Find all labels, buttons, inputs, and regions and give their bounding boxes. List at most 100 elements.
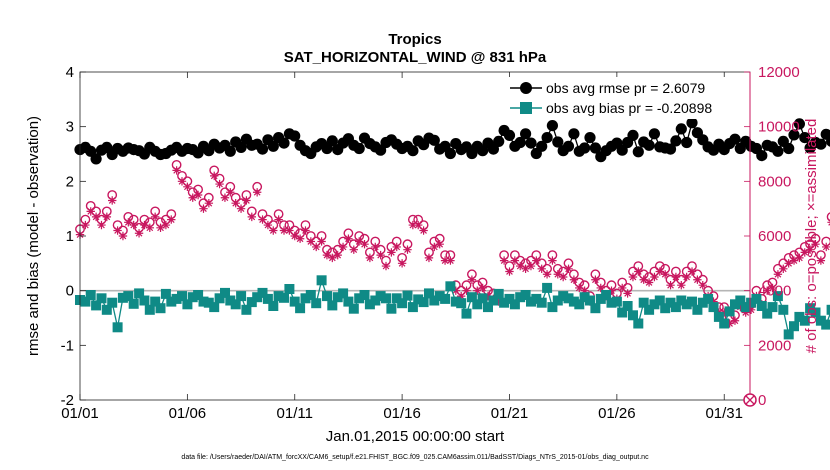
obs-assimilated-point (596, 283, 605, 293)
bias-point (279, 292, 289, 303)
bias-point (735, 295, 746, 306)
bias-point (477, 293, 488, 304)
rmse-point (256, 143, 269, 155)
rmse-point (326, 135, 338, 147)
bias-point (826, 304, 830, 315)
bias-point (91, 300, 102, 311)
obs-assimilated-point (655, 267, 665, 276)
obs-assimilated-point (677, 281, 686, 290)
rmse-point (815, 138, 827, 150)
bias-point (316, 275, 327, 286)
rmse-point (353, 142, 365, 155)
bias-point (166, 296, 177, 307)
bias-point (407, 302, 418, 313)
bias-point (461, 308, 472, 319)
obs-assimilated-point (81, 220, 90, 230)
obs-assimilated-point (446, 256, 455, 265)
obs-assimilated-point (822, 242, 830, 252)
bias-point (327, 300, 338, 311)
bias-point (134, 288, 145, 299)
rmse-point (562, 140, 575, 152)
obs-assimilated-point (569, 275, 579, 284)
bias-point (681, 299, 692, 310)
bias-point (595, 293, 606, 304)
bias-point (295, 303, 306, 314)
obs-assimilated-point (150, 212, 160, 222)
obs-assimilated-point (510, 256, 520, 265)
obs-assimilated-point (381, 261, 391, 271)
obs-assimilated-point (414, 220, 423, 230)
bias-point (611, 296, 622, 307)
obs-assimilated-point (532, 256, 541, 265)
bias-point (606, 297, 617, 308)
bias-point (542, 282, 553, 293)
obs-assimilated-point (263, 220, 273, 230)
y-left-tick-label: -1 (61, 337, 74, 354)
bias-point (429, 295, 440, 306)
obs-assimilated-point (392, 242, 401, 252)
plot-frame (79, 71, 751, 401)
bias-point (230, 299, 241, 310)
bias-point (418, 297, 429, 308)
rmse-point (235, 141, 247, 153)
obs-assimilated-point (478, 283, 487, 293)
y-left-tick-label: 1 (66, 228, 74, 245)
rmse-point (648, 128, 661, 140)
bias-point (359, 290, 370, 300)
obs-assimilated-point (354, 237, 364, 246)
obs-assimilated-point (317, 237, 326, 246)
chart-subtitle: SAT_HORIZONTAL_WIND @ 831 hPa (284, 49, 547, 66)
bias-point (815, 315, 826, 326)
bias-point (488, 295, 499, 306)
y-left-tick-label: 0 (66, 283, 74, 300)
rmse-point (428, 134, 440, 146)
bias-point (622, 301, 633, 311)
footer-filepath: data file: /Users/raeder/DAI/ATM_forcXX/… (181, 454, 649, 461)
bias-point (515, 292, 526, 303)
bias-point (697, 297, 708, 308)
rmse-point (584, 132, 596, 144)
y-right-tick-label: 6000 (758, 228, 791, 245)
obs-assimilated-point (371, 242, 380, 252)
y-left-tick-label: -2 (61, 392, 74, 409)
obs-assimilated-point (795, 253, 804, 263)
bias-point (676, 295, 687, 306)
x-tick-label: 01/21 (491, 405, 529, 422)
obs-assimilated-point (816, 256, 826, 265)
bias-point (509, 299, 520, 310)
obs-assimilated-point (558, 272, 568, 282)
bias-point (730, 299, 740, 310)
rmse-point (643, 139, 655, 151)
bias-point (343, 296, 354, 307)
bias-point (520, 290, 531, 300)
obs-assimilated-point (639, 275, 648, 284)
obs-assimilated-point (172, 166, 181, 175)
obs-assimilated-point (188, 193, 197, 202)
rmse-point (729, 133, 741, 145)
bias-point (445, 281, 456, 292)
obs-assimilated-point (505, 267, 514, 276)
bias-point (746, 297, 757, 308)
bias-point (665, 297, 676, 308)
bias-point (590, 303, 601, 314)
bias-point (198, 296, 209, 307)
bias-point (289, 296, 300, 307)
rmse-point (589, 142, 602, 154)
obs-assimilated-point (301, 226, 310, 235)
obs-assimilated-point (118, 231, 128, 241)
legend-bias-label: obs avg bias pr = -0.20898 (546, 100, 712, 116)
obs-assimilated-point (666, 281, 675, 290)
rmse-point (772, 145, 784, 157)
bias-point (499, 297, 510, 308)
rmse-point (514, 136, 526, 149)
bias-point (687, 296, 697, 307)
bias-point (724, 306, 735, 317)
obs-assimilated-point (365, 253, 375, 263)
bias-point (236, 291, 247, 302)
bias-point (568, 296, 579, 307)
obs-assimilated-point (693, 275, 702, 284)
obs-assimilated-point (338, 242, 348, 252)
obs-assimilated-point (306, 237, 316, 246)
obs-assimilated-point (408, 220, 418, 230)
bias-point (670, 302, 681, 313)
